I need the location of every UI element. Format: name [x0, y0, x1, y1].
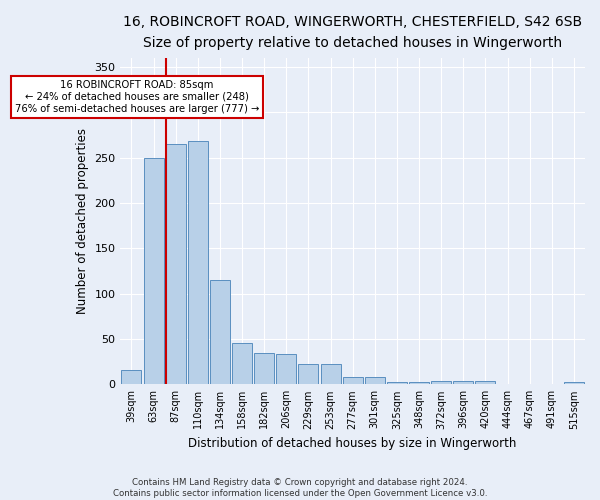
Bar	[409, 382, 429, 384]
Bar	[454, 380, 473, 384]
Bar	[210, 280, 230, 384]
Bar	[188, 141, 208, 384]
Bar	[232, 344, 252, 384]
Bar	[475, 380, 496, 384]
Bar	[277, 354, 296, 384]
Text: Contains HM Land Registry data © Crown copyright and database right 2024.
Contai: Contains HM Land Registry data © Crown c…	[113, 478, 487, 498]
Bar	[387, 382, 407, 384]
Bar	[166, 144, 185, 384]
X-axis label: Distribution of detached houses by size in Wingerworth: Distribution of detached houses by size …	[188, 437, 517, 450]
Bar	[143, 158, 164, 384]
Bar	[320, 364, 341, 384]
Text: 16 ROBINCROFT ROAD: 85sqm
← 24% of detached houses are smaller (248)
76% of semi: 16 ROBINCROFT ROAD: 85sqm ← 24% of detac…	[15, 80, 259, 114]
Bar	[365, 377, 385, 384]
Y-axis label: Number of detached properties: Number of detached properties	[76, 128, 89, 314]
Bar	[121, 370, 142, 384]
Title: 16, ROBINCROFT ROAD, WINGERWORTH, CHESTERFIELD, S42 6SB
Size of property relativ: 16, ROBINCROFT ROAD, WINGERWORTH, CHESTE…	[123, 15, 582, 50]
Bar	[254, 354, 274, 384]
Bar	[343, 377, 362, 384]
Bar	[431, 380, 451, 384]
Bar	[298, 364, 319, 384]
Bar	[564, 382, 584, 384]
